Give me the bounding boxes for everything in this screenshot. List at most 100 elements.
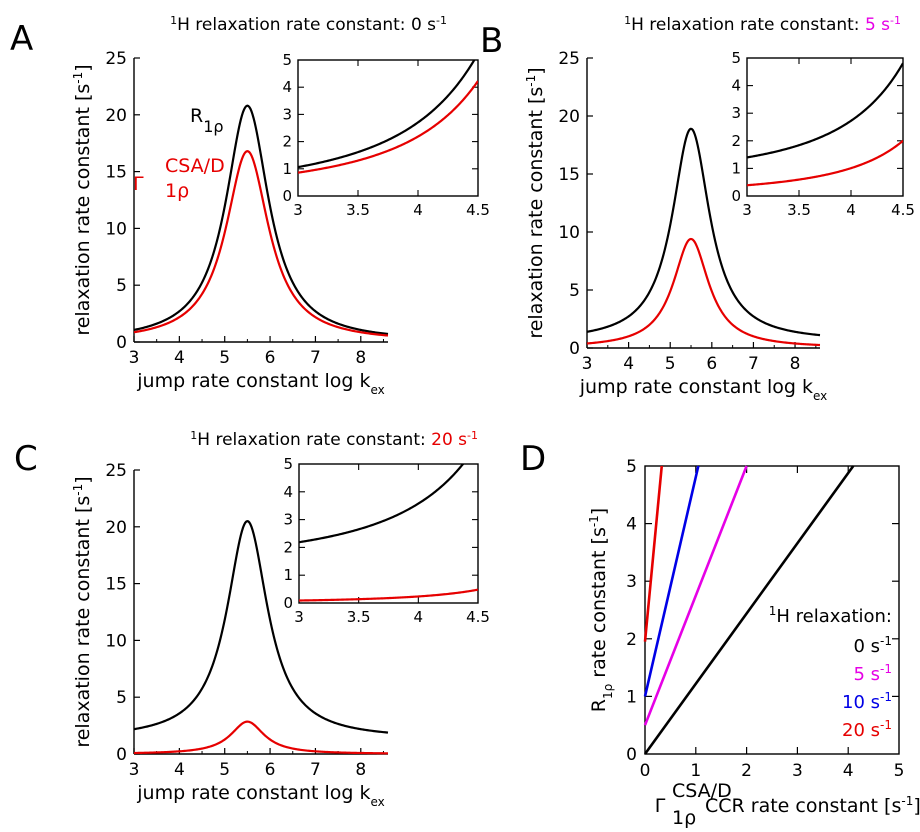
series-line-csa-d-1 bbox=[586, 237, 821, 347]
series-line-r1 bbox=[133, 519, 389, 734]
series-line-r1 bbox=[586, 127, 821, 337]
series-line-csa-d-1 bbox=[133, 150, 389, 337]
inset-y-tick-label: 1 bbox=[283, 566, 293, 584]
inset-y-tick-label: 3 bbox=[283, 511, 293, 529]
x-tick-label: 2 bbox=[741, 761, 752, 781]
inset-curves bbox=[298, 60, 478, 174]
panel-b: B 1H relaxation rate constant: 5 s-1 3 4 5 6 7… bbox=[480, 14, 915, 404]
x-tick-label: 5 bbox=[894, 761, 905, 781]
y-axis-label: R1ρ rate constant [s-1] bbox=[587, 508, 615, 712]
inset: 3 3.5 4 4.5 0 1 2 3 4 5 bbox=[283, 455, 489, 626]
inset-x-tick-label: 4.5 bbox=[466, 201, 490, 219]
y-tick-label: 20 bbox=[105, 518, 127, 538]
inset-frame bbox=[297, 59, 479, 197]
inset-y-tick-label: 3 bbox=[282, 105, 292, 123]
y-tick-label: 25 bbox=[105, 461, 127, 481]
y-tick-label: 10 bbox=[558, 223, 580, 243]
panel-c: C 1H relaxation rate constant: 20 s-1 3 4 5 6… bbox=[14, 429, 490, 810]
panel-title: 1H relaxation rate constant: 20 s-1 bbox=[190, 429, 478, 451]
inset-series-line-csa-d-1 bbox=[299, 588, 478, 602]
inset-y-tick-label: 2 bbox=[283, 538, 293, 556]
inset-frame bbox=[746, 57, 904, 197]
legend-item-0-s-1: 0 s-1 bbox=[853, 634, 892, 657]
series-line-0-s-1 bbox=[643, 465, 855, 755]
legend-item-10-s-1: 10 s-1 bbox=[842, 690, 892, 713]
inset-frame bbox=[298, 463, 479, 604]
x-tick-label: 5 bbox=[219, 348, 230, 368]
panel-letter-a: A bbox=[10, 19, 33, 59]
series-line-10-s-1 bbox=[643, 465, 700, 697]
y-tick-label: 2 bbox=[626, 630, 637, 650]
inset-series-line-r1 bbox=[298, 60, 476, 169]
y-tick-label: 5 bbox=[116, 276, 127, 296]
x-tick-label: 4 bbox=[174, 348, 185, 368]
y-tick-label: 20 bbox=[105, 106, 127, 126]
inset-y-tick-label: 2 bbox=[731, 132, 741, 150]
y-tick-label: 25 bbox=[558, 49, 580, 69]
series-label-gamma: Γ bbox=[133, 173, 144, 195]
inset-curves bbox=[747, 62, 903, 187]
y-tick-label: 15 bbox=[105, 575, 127, 595]
legend-item-5-s-1: 5 s-1 bbox=[853, 662, 892, 685]
x-axis-label: jump rate constant log kex bbox=[136, 370, 385, 397]
x-axis-label-sup: CSA/D bbox=[672, 780, 732, 802]
series-line-r1 bbox=[133, 104, 389, 336]
legend-title: 1H relaxation: bbox=[769, 604, 892, 627]
inset-y-tick-label: 4 bbox=[282, 78, 292, 96]
x-axis-label: CCR rate constant [s-1] bbox=[705, 794, 920, 817]
y-tick-label: 15 bbox=[105, 163, 127, 183]
inset-y-tick-label: 5 bbox=[731, 49, 741, 67]
y-tick-label: 0 bbox=[116, 333, 127, 353]
inset-series-line-r1 bbox=[747, 62, 903, 159]
y-tick-label: 0 bbox=[116, 745, 127, 765]
y-tick-label: 5 bbox=[626, 457, 637, 477]
x-tick-label: 4 bbox=[174, 760, 185, 780]
x-tick-label: 0 bbox=[640, 761, 651, 781]
y-tick-label: 3 bbox=[626, 572, 637, 592]
x-tick-label: 6 bbox=[706, 354, 717, 374]
series-line-5-s-1 bbox=[643, 465, 748, 726]
x-tick-label: 6 bbox=[265, 348, 276, 368]
plot-frame bbox=[644, 465, 900, 755]
inset-x-tick-label: 3 bbox=[294, 608, 304, 626]
x-tick-label: 8 bbox=[790, 354, 801, 374]
x-tick-label: 6 bbox=[265, 760, 276, 780]
inset-curves bbox=[299, 464, 478, 602]
x-tick-label: 3 bbox=[792, 761, 803, 781]
y-axis-label: relaxation rate constant [s-1] bbox=[71, 64, 94, 335]
inset-series-line-csa-d-1 bbox=[298, 80, 478, 174]
inset-series-line-csa-d-1 bbox=[747, 139, 903, 187]
inset: 3 3.5 4 4.5 0 1 2 3 4 5 bbox=[282, 51, 489, 219]
y-tick-label: 4 bbox=[626, 515, 637, 535]
inset-y-tick-label: 0 bbox=[731, 187, 741, 205]
panel-letter-c: C bbox=[14, 439, 38, 479]
y-tick-label: 25 bbox=[105, 49, 127, 69]
x-axis-label: jump rate constant log kex bbox=[579, 376, 828, 403]
series-label-gamma-sup: CSA/D bbox=[165, 155, 225, 177]
inset-y-tick-label: 5 bbox=[282, 51, 292, 69]
x-tick-label: 1 bbox=[690, 761, 701, 781]
x-tick-label: 4 bbox=[623, 354, 634, 374]
series-line-csa-d-1 bbox=[133, 720, 389, 755]
inset-y-tick-label: 1 bbox=[731, 159, 741, 177]
inset-y-tick-label: 4 bbox=[731, 77, 741, 95]
panel-letter-d: D bbox=[520, 439, 546, 479]
inset-x-tick-label: 4 bbox=[846, 201, 856, 219]
panel-letter-b: B bbox=[480, 21, 503, 61]
inset-x-tick-label: 3.5 bbox=[346, 201, 370, 219]
inset-x-tick-label: 4 bbox=[414, 608, 424, 626]
x-axis-label-gamma: Γ bbox=[655, 795, 666, 817]
inset-y-tick-label: 0 bbox=[283, 594, 293, 612]
x-tick-label: 8 bbox=[355, 348, 366, 368]
y-tick-label: 0 bbox=[626, 745, 637, 765]
y-tick-label: 10 bbox=[105, 219, 127, 239]
legend-item-20-s-1: 20 s-1 bbox=[842, 718, 892, 741]
y-tick-label: 15 bbox=[558, 165, 580, 185]
x-tick-label: 8 bbox=[355, 760, 366, 780]
series-line-20-s-1 bbox=[643, 465, 664, 642]
inset-x-tick-label: 3 bbox=[742, 201, 752, 219]
panel-title: 1H relaxation rate constant: 0 s-1 bbox=[170, 14, 447, 36]
y-tick-label: 5 bbox=[569, 281, 580, 301]
inset-x-tick-label: 4 bbox=[413, 201, 423, 219]
panel-a: A 1H relaxation rate constant: 0 s-1 3 4 5 6 7… bbox=[10, 14, 490, 398]
